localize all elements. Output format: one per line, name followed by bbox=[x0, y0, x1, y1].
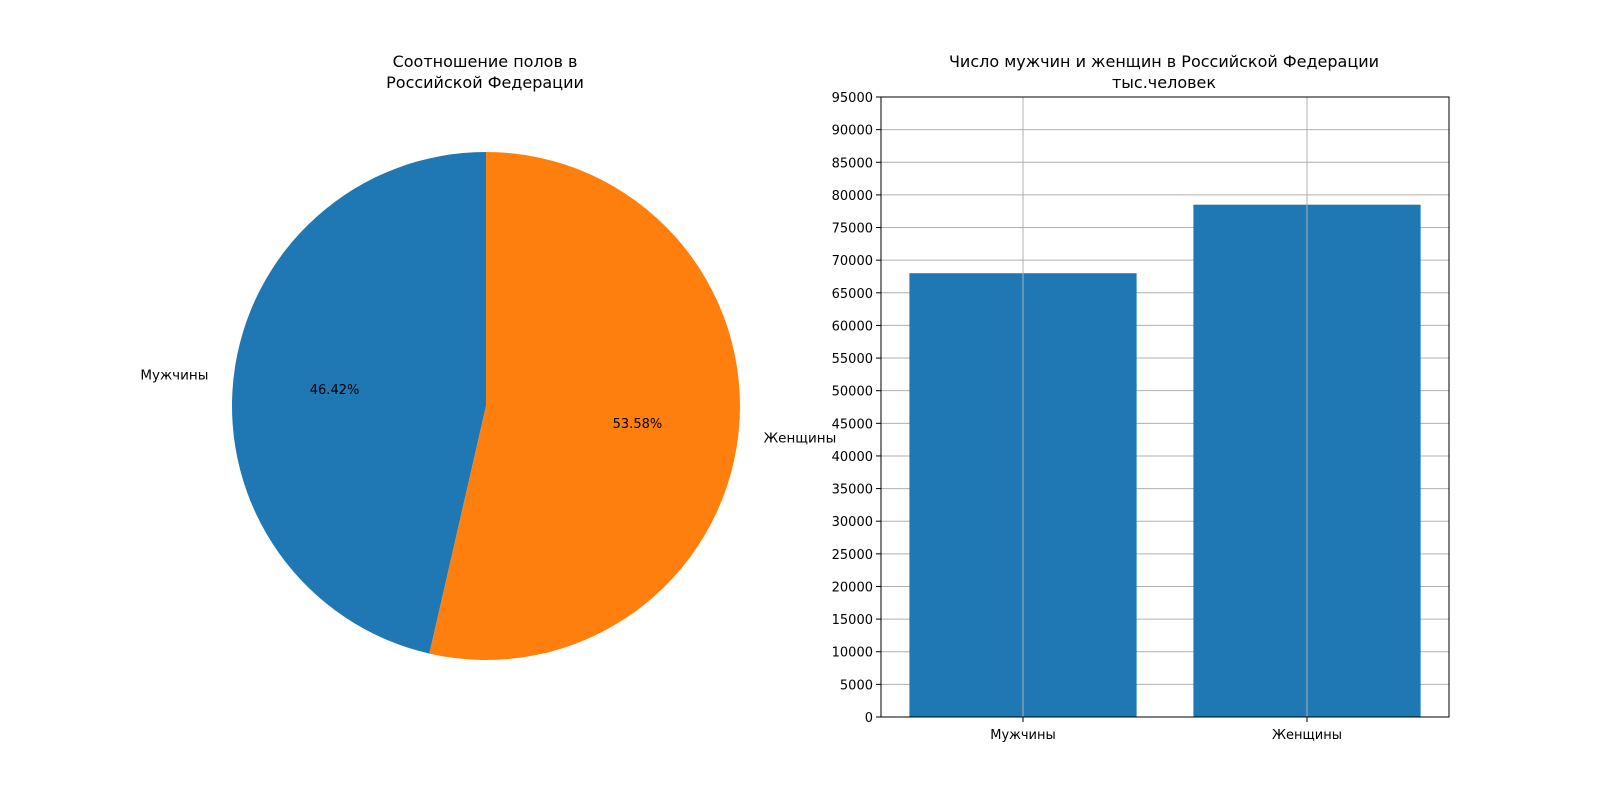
bar-ytick-label-12: 60000 bbox=[832, 319, 873, 334]
bar-x-axis-ticks: Мужчины Женщины bbox=[990, 717, 1342, 743]
bar-y-axis-ticks: 0 5000 10000 15000 20000 25000 30000 35000 40000… bbox=[832, 91, 881, 726]
pie-chart: Соотношение полов в Российской Федерации… bbox=[140, 52, 836, 660]
bar-ytick-label-9: 45000 bbox=[832, 417, 873, 432]
pie-slice-1 bbox=[231, 151, 486, 654]
bar-ytick-label-13: 65000 bbox=[832, 287, 873, 302]
bar-ytick-label-15: 75000 bbox=[832, 222, 873, 237]
bar-ytick-label-19: 95000 bbox=[832, 91, 873, 106]
bar-xtick-label-2: Женщины bbox=[1272, 728, 1342, 743]
pie-texts: Мужчины 46.42% Женщины 53.58% bbox=[140, 368, 836, 447]
bar-bars bbox=[909, 204, 1421, 717]
bar-ytick-label-18: 90000 bbox=[832, 124, 873, 139]
bar-chart: Число мужчин и женщин в Российской Федер… bbox=[832, 52, 1450, 743]
bar-xtick-label-1: Мужчины bbox=[990, 728, 1056, 743]
bar-ytick-label-4: 20000 bbox=[832, 580, 873, 595]
pie-percent-2: 53.58% bbox=[613, 417, 663, 432]
pie-title-line-1: Соотношение полов в bbox=[393, 52, 578, 71]
bar-ytick-label-5: 25000 bbox=[832, 548, 873, 563]
bar-ytick-label-16: 80000 bbox=[832, 189, 873, 204]
bar-ytick-label-0: 0 bbox=[865, 711, 873, 726]
bar-ytick-label-17: 85000 bbox=[832, 156, 873, 171]
pie-percent-1: 46.42% bbox=[310, 383, 360, 398]
pie-label-2: Женщины bbox=[764, 430, 837, 446]
bar-title-line-2: тыс.человек bbox=[1112, 73, 1216, 92]
pie-label-1: Мужчины bbox=[140, 368, 208, 384]
bar-ytick-label-6: 30000 bbox=[832, 515, 873, 530]
bar-ytick-label-1: 5000 bbox=[840, 678, 873, 693]
pie-slice-2 bbox=[429, 151, 740, 660]
bar-ytick-label-7: 35000 bbox=[832, 483, 873, 498]
bar-ytick-label-11: 55000 bbox=[832, 352, 873, 367]
bar-plot-frame bbox=[880, 96, 1450, 718]
bar-title-line-1: Число мужчин и женщин в Российской Федер… bbox=[949, 52, 1379, 71]
bar-ytick-label-8: 40000 bbox=[832, 450, 873, 465]
bar-ytick-label-2: 10000 bbox=[832, 646, 873, 661]
bar-ytick-label-10: 50000 bbox=[832, 385, 873, 400]
pie-slices bbox=[231, 151, 740, 660]
bar-ytick-label-3: 15000 bbox=[832, 613, 873, 628]
pie-title-line-2: Российской Федерации bbox=[386, 73, 584, 92]
bar-ytick-label-14: 70000 bbox=[832, 254, 873, 269]
bar-gridlines-x bbox=[1022, 97, 1308, 717]
